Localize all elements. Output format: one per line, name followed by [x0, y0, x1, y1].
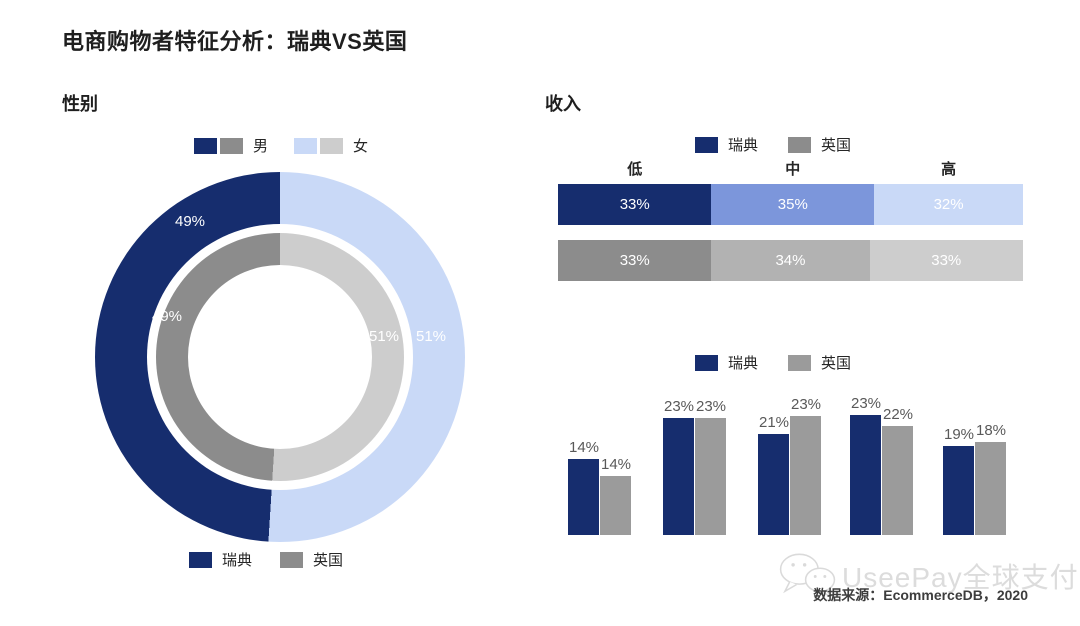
stacked-segment: 32%: [874, 184, 1023, 225]
age-bar-英国: [600, 476, 631, 535]
age-bar-label: 19%: [943, 426, 975, 443]
legend-swatch: [788, 354, 811, 371]
legend-swatch: [788, 136, 811, 153]
page-title: 电商购物者特征分析：瑞典VS英国: [62, 29, 408, 54]
data-source-note: 数据来源：EcommerceDB，2020: [813, 587, 1028, 603]
legend-swatch: [694, 354, 718, 371]
age-bar-label: 23%: [850, 395, 882, 412]
legend-item: 英国: [788, 134, 851, 155]
legend-swatch: [280, 551, 303, 568]
age-bar-瑞典: [568, 459, 599, 535]
watermark-text: UseePay全球支付: [842, 562, 1079, 593]
legend-label: 英国: [821, 137, 852, 154]
gender-top-legend: 男女: [96, 135, 466, 156]
age-bar-label: 14%: [600, 456, 632, 473]
income-stacked-bar-sweden: 33% 35% 32%: [558, 184, 1023, 225]
age-bar-label: 21%: [758, 414, 790, 431]
wechat-icon: [779, 553, 836, 598]
income-category-labels: 低中高: [558, 158, 1023, 179]
age-bar-英国: [975, 442, 1006, 535]
stacked-segment: 33%: [869, 240, 1023, 281]
legend-swatch: [320, 137, 343, 154]
age-bar-label: 23%: [663, 398, 695, 415]
legend-label: 女: [353, 138, 369, 155]
legend-item: 英国: [280, 549, 343, 570]
donut-label-uk-male: 49%: [152, 308, 183, 325]
donut-label-sweden-female: 51%: [416, 328, 447, 345]
age-bar-label: 18%: [975, 422, 1007, 439]
legend-swatch: [188, 551, 212, 568]
gender-donut-chart: 49% 49% 51% 51%: [95, 172, 465, 542]
legend-item: 瑞典: [188, 549, 252, 570]
age-chart-legend: 瑞典 英国: [558, 352, 988, 373]
stacked-segment: 35%: [711, 184, 875, 225]
income-legend: 瑞典 英国: [558, 134, 988, 155]
age-bar-英国: [695, 418, 726, 535]
legend-swatch: [694, 136, 718, 153]
stacked-segment: 33%: [558, 240, 712, 281]
legend-label: 男: [252, 138, 268, 155]
age-grouped-bar-chart: 14% 23% 21% 23% 19% 14% 23% 23% 22% 18%: [558, 395, 1024, 535]
donut-label-sweden-male: 49%: [175, 213, 206, 230]
income-stacked-bar-uk: 33% 34% 33%: [558, 240, 1023, 281]
donut-hole: [188, 265, 372, 449]
legend-label: 瑞典: [727, 137, 758, 154]
age-bar-瑞典: [663, 418, 694, 535]
legend-swatch: [219, 137, 243, 154]
age-bar-label: 22%: [882, 406, 914, 423]
age-bar-label: 14%: [568, 439, 600, 456]
age-bar-瑞典: [758, 434, 789, 535]
gender-section-heading: 性别: [62, 94, 98, 114]
income-category-label: 高: [941, 161, 957, 178]
stacked-segment: 34%: [711, 240, 870, 281]
age-bar-英国: [790, 416, 821, 535]
income-section-heading: 收入: [545, 94, 581, 114]
income-category-label: 中: [785, 161, 801, 178]
income-category-label: 低: [627, 161, 643, 178]
legend-item: 瑞典: [694, 352, 758, 373]
legend-label: 瑞典: [221, 552, 252, 569]
stacked-segment: 33%: [558, 184, 712, 225]
age-bar-瑞典: [850, 415, 881, 535]
age-bar-label: 23%: [790, 396, 822, 413]
legend-label: 瑞典: [727, 355, 758, 372]
legend-swatch: [193, 137, 217, 154]
age-bar-label: 23%: [695, 398, 727, 415]
legend-item: 男: [193, 135, 268, 156]
legend-item: 英国: [788, 352, 851, 373]
legend-item: 女: [294, 135, 368, 156]
age-bar-瑞典: [943, 446, 974, 535]
gender-bottom-legend: 瑞典 英国: [96, 549, 436, 570]
legend-label: 英国: [313, 552, 344, 569]
donut-label-uk-female: 51%: [369, 328, 400, 345]
legend-label: 英国: [821, 355, 852, 372]
legend-item: 瑞典: [694, 134, 758, 155]
legend-swatch: [294, 137, 317, 154]
age-bar-英国: [882, 426, 913, 535]
